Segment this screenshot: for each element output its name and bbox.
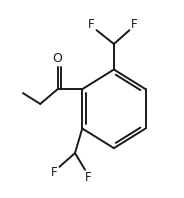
Text: F: F [131, 18, 138, 31]
Text: F: F [88, 18, 95, 31]
Text: F: F [84, 171, 91, 184]
Text: O: O [53, 52, 63, 65]
Text: F: F [51, 166, 58, 179]
